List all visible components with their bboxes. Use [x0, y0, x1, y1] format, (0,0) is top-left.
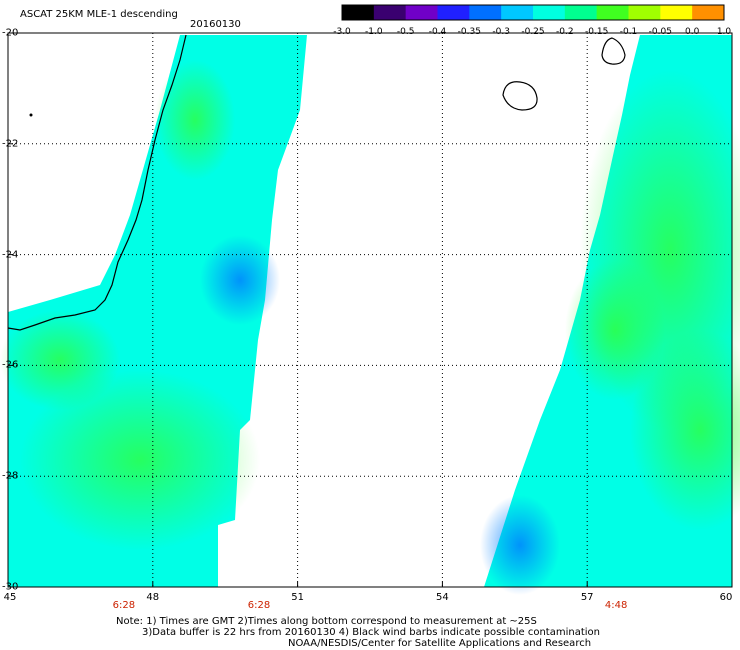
- product-date: 20160130: [190, 19, 241, 30]
- colorbar-tick-label: 1.0: [716, 27, 732, 37]
- y-tick-label: -24: [2, 249, 19, 261]
- mauritius-island-outline: [601, 37, 626, 65]
- colorbar-segment: [533, 5, 566, 20]
- product-title: ASCAT 25KM MLE-1 descending: [20, 9, 178, 20]
- colorbar-segment: [405, 5, 438, 20]
- west-swath-green-zone: [20, 370, 260, 550]
- colorbar-segment: [596, 5, 629, 20]
- colorbar-segment: [501, 5, 534, 20]
- colorbar-segment: [628, 5, 661, 20]
- y-tick-label: -28: [2, 470, 19, 482]
- colorbar-segment: [692, 5, 725, 20]
- colorbar-segment: [373, 5, 407, 20]
- colorbar-tick-label: -0.1: [619, 27, 638, 37]
- colorbar-tick-label: 0.0: [684, 27, 700, 37]
- colorbar-tick-label: -1.0: [365, 27, 383, 37]
- pass-time-label: 4:48: [604, 600, 628, 611]
- x-tick-label: 54: [436, 592, 449, 603]
- colorbar-segment: [469, 5, 502, 20]
- footer-note-1: Note: 1) Times are GMT 2)Times along bot…: [116, 616, 537, 627]
- colorbar-tick-label: -0.35: [457, 27, 481, 37]
- colorbar-tick-label: -0.15: [585, 27, 609, 37]
- colorbar-tick-label: -0.25: [521, 27, 545, 37]
- east-swath-green-zone: [565, 260, 665, 400]
- colorbar-segment: [660, 5, 693, 20]
- footer-note-2: 3)Data buffer is 22 hrs from 20160130 4)…: [142, 627, 600, 638]
- colorbar-tick-label: -0.4: [428, 27, 447, 37]
- y-tick-label: -26: [2, 359, 19, 371]
- colorbar-segment: [437, 5, 470, 20]
- pass-time-label: 6:28: [112, 600, 136, 611]
- colorbar-tick-label: -0.2: [556, 27, 574, 37]
- x-tick-label: 57: [580, 592, 594, 603]
- colorbar-tick-label: -0.05: [648, 27, 672, 37]
- east-swath-green-zone: [630, 330, 740, 530]
- map-frame: [7, 32, 733, 588]
- colorbar-frame: [341, 4, 725, 21]
- x-tick-label: 48: [146, 592, 160, 603]
- madagascar-coastline: [7, 34, 187, 331]
- x-tick-label: 60: [719, 592, 733, 603]
- west-swath-blue-zone: [200, 235, 280, 325]
- y-tick-label: -30: [2, 581, 19, 593]
- east-swath-blue-zone: [480, 495, 560, 595]
- reunion-island-outline: [502, 81, 538, 111]
- west-swath-green-zone: [155, 60, 235, 180]
- colorbar-tick-label: -3.0: [333, 27, 351, 37]
- colorbar-tick-label: -0.3: [492, 27, 510, 37]
- pass-time-label: 6:28: [247, 600, 271, 611]
- y-tick-label: -22: [2, 138, 19, 150]
- west-swath-green-zone: [0, 310, 120, 410]
- small-island-dot: [29, 113, 33, 117]
- y-tick-label: -20: [2, 27, 19, 39]
- colorbar-tick-label: -0.5: [396, 27, 415, 37]
- colorbar-segment: [342, 5, 375, 20]
- x-tick-label: 45: [3, 592, 17, 603]
- footer-credit: NOAA/NESDIS/Center for Satellite Applica…: [288, 638, 592, 649]
- x-tick-label: 51: [291, 592, 304, 603]
- colorbar-segment: [564, 5, 598, 20]
